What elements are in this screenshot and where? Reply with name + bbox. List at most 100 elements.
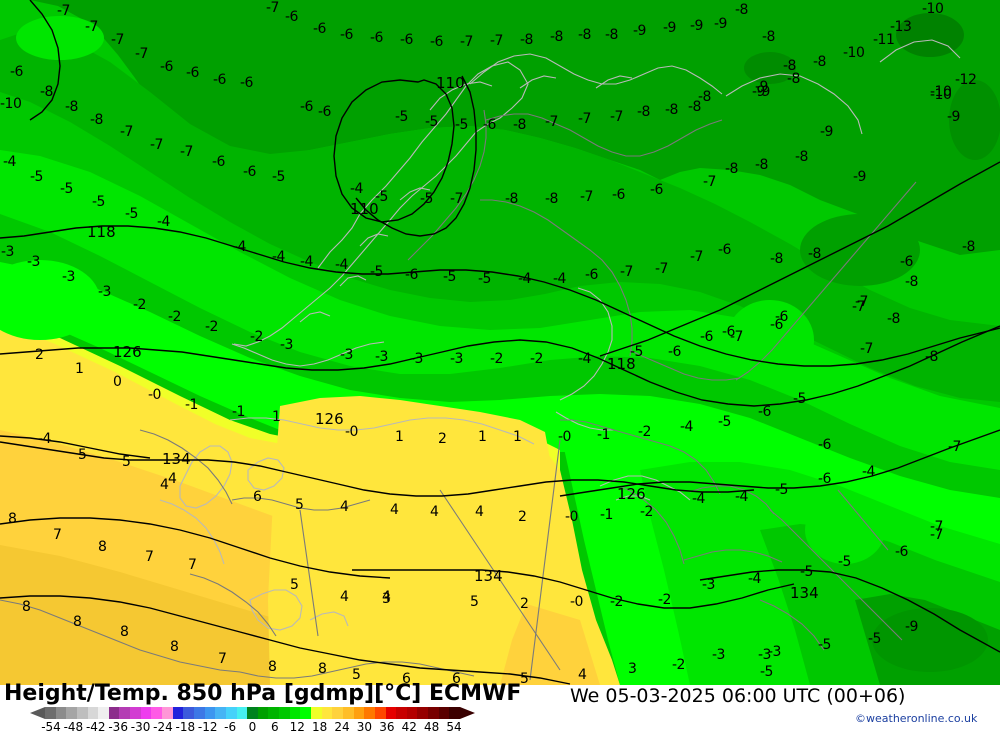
temp-value-label: 1 xyxy=(272,409,281,425)
temp-value-label: -2 xyxy=(658,592,671,608)
temp-value-label: -7 xyxy=(655,261,668,277)
temp-patch-light-3 xyxy=(726,300,814,380)
temp-value-label: -6 xyxy=(240,75,253,91)
temp-value-label: -6 xyxy=(10,64,23,80)
temp-value-label: -6 xyxy=(285,9,298,25)
temp-value-label: -1 xyxy=(597,427,610,443)
temp-value-label: -6 xyxy=(186,65,199,81)
temp-value-label: -6 xyxy=(212,154,225,170)
temp-value-label: 8 xyxy=(120,624,129,640)
temp-value-label: -5 xyxy=(760,664,773,680)
temp-value-label: -11 xyxy=(873,32,895,48)
colorbar-swatch xyxy=(289,707,301,719)
contour-134-se xyxy=(699,569,1000,653)
chart-title: Height/Temp. 850 hPa [gdmp][°C] ECMWF xyxy=(4,681,522,706)
colorbar-tick: 12 xyxy=(289,720,305,734)
temp-value-label: -8 xyxy=(808,246,821,262)
temp-value-label: -4 xyxy=(518,271,531,287)
temp-value-label: -6 xyxy=(668,344,681,360)
colorbar-swatch xyxy=(374,707,386,719)
colorbar-swatch xyxy=(300,707,312,719)
temp-value-label: -5 xyxy=(92,194,105,210)
map-canvas[interactable]: -7 -7 -7 -7 -6 -6 -6 -6 -7 -6 -6 -6 -6 -6 -6 -7 -7 -8 -8 -8… xyxy=(0,0,1000,685)
colorbar-swatch xyxy=(183,707,194,719)
temp-value-label: -5 xyxy=(478,271,491,287)
temp-value-label: 2 xyxy=(35,347,44,363)
temp-band-yellow-tongue xyxy=(268,396,552,685)
temp-value-label: -8 xyxy=(505,191,518,207)
temp-value-label: -4 xyxy=(862,464,875,480)
contour-arc-topleft xyxy=(29,0,61,121)
temp-value-label: -5 xyxy=(395,109,408,125)
temp-value-label: 1 xyxy=(395,429,404,445)
temp-value-label: -4 xyxy=(38,431,51,447)
temp-value-label: -3 xyxy=(375,349,388,365)
temp-value-label: -8 xyxy=(813,54,826,70)
temp-value-label: -8 xyxy=(755,157,768,173)
temp-value-label: -6 xyxy=(900,254,913,270)
temp-band-green-vivid xyxy=(0,262,1000,560)
temp-value-label: -8 xyxy=(887,311,900,327)
temp-value-label: -3 xyxy=(27,254,40,270)
temp-value-label: -5 xyxy=(272,169,285,185)
temp-value-label: -6 xyxy=(700,329,713,345)
temp-value-label: -4 xyxy=(350,181,363,197)
temp-value-label: -9 xyxy=(820,124,833,140)
temp-value-label: -7 xyxy=(690,249,703,265)
temp-value-label: -2 xyxy=(610,594,623,610)
temp-value-label: -6 xyxy=(483,117,496,133)
temp-value-label: 4 xyxy=(430,504,439,520)
temp-value-label: -2 xyxy=(638,424,651,440)
temp-value-label: -9 xyxy=(714,16,727,32)
temp-value-label: 4 xyxy=(340,499,349,515)
contour-110-outer xyxy=(355,75,477,237)
temp-value-label: -8 xyxy=(698,89,711,105)
contour-height-label: 126 xyxy=(315,410,344,428)
temp-value-label: -10 xyxy=(0,96,22,112)
temp-value-label: -5 xyxy=(718,414,731,430)
temp-value-label: -1 xyxy=(600,507,613,523)
colorbar-swatch xyxy=(417,707,429,719)
temp-value-label: -7 xyxy=(450,191,463,207)
temp-value-label: 1 xyxy=(513,429,522,445)
temp-value-label: -7 xyxy=(580,189,593,205)
colorbar-tick: 54 xyxy=(446,720,462,734)
temp-value-label: -8 xyxy=(550,29,563,45)
contour-height-label: 134 xyxy=(474,567,503,585)
temp-value-label: -2 xyxy=(672,657,685,673)
temp-value-label: -6 xyxy=(400,32,413,48)
colorbar-swatch xyxy=(98,707,109,719)
colorbar-swatch xyxy=(385,707,397,719)
colorbar-swatch xyxy=(396,707,407,719)
colorbar: -54 -48 -42 -36 -30 -24 -18 -12 -6 0 6 12 18 24 30 36 42… xyxy=(30,707,475,734)
temp-value-label: 8 xyxy=(22,599,31,615)
temp-value-label: -4 xyxy=(748,571,761,587)
temp-value-label: -9 xyxy=(755,79,768,95)
temp-value-label: -8 xyxy=(520,32,533,48)
temp-value-label: -8 xyxy=(962,239,975,255)
contour-height-label: 110 xyxy=(350,200,379,218)
temp-value-label: 5 xyxy=(520,671,529,685)
contour-low-1 xyxy=(0,517,391,579)
temp-value-label: -1 xyxy=(185,397,198,413)
temp-value-label: -6 xyxy=(243,164,256,180)
temp-value-label: 0 xyxy=(113,374,122,390)
temp-value-label: -5 xyxy=(125,206,138,222)
colorbar-swatch xyxy=(342,707,354,719)
temp-value-label: -5 xyxy=(800,564,813,580)
temp-value-label: -10 xyxy=(843,45,865,61)
temp-value-label: -6 xyxy=(775,309,788,325)
colorbar-tick: -36 xyxy=(108,720,128,734)
colorbar-swatch xyxy=(162,707,173,719)
temp-value-label: 2 xyxy=(438,431,447,447)
temp-value-label: -6 xyxy=(160,59,173,75)
temp-patch-dark-1 xyxy=(744,52,796,84)
colorbar-swatch xyxy=(321,707,333,719)
temp-value-label: -9 xyxy=(947,109,960,125)
temp-value-label: -8 xyxy=(925,349,938,365)
contour-height-label: 126 xyxy=(617,485,646,503)
colorbar-tick: -18 xyxy=(175,720,196,734)
temp-value-label: -4 xyxy=(578,351,591,367)
colorbar-right-cap xyxy=(460,707,475,719)
temp-value-label: -7 xyxy=(855,294,868,310)
